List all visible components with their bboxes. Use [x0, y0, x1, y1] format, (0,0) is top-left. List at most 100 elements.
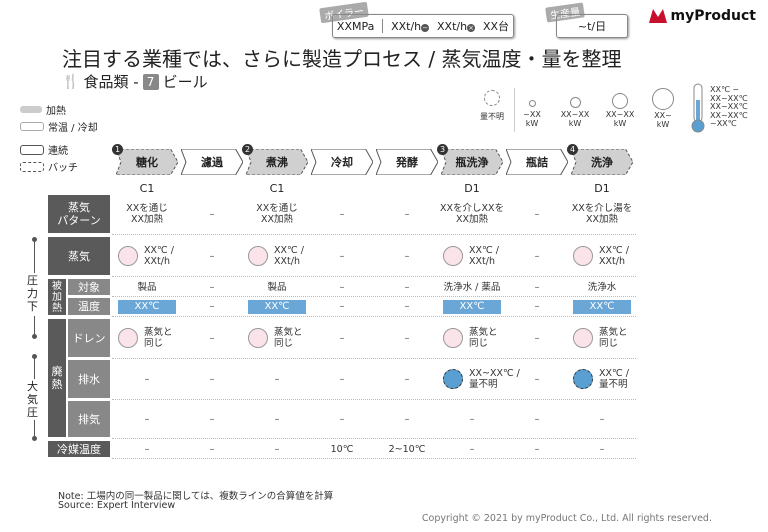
cell-vent: – [599, 413, 605, 425]
legend-normal: 常温 / 冷却 [20, 119, 98, 134]
process-code: D1 [594, 182, 610, 195]
boiler-info-box: XXMPa XXt/h− XXt/h× XX台 [332, 14, 514, 38]
cell-drain: – [339, 332, 345, 344]
legend-continuous: 連続 [20, 142, 98, 157]
cell-target: – [209, 281, 215, 293]
process-step-7: 洗浄 [571, 149, 633, 175]
row-head-steam: 蒸気 [48, 237, 110, 275]
cell-vent: – [339, 413, 345, 425]
cell-temp: XX℃ [441, 298, 503, 315]
step-number-badge: 2 [242, 144, 253, 155]
cell-target: 製品 [267, 281, 287, 293]
cell-coolant: – [274, 443, 280, 455]
note-text: Note: 工場内の同一製品に関しては、複数ラインの合算値を計算 [58, 491, 334, 502]
cell-temp: – [209, 301, 215, 312]
cell-steam: XX℃ / XXt/h [116, 237, 180, 275]
cell-exhaust: – [339, 373, 345, 385]
process-code: C1 [269, 182, 285, 195]
steam-circle-icon [443, 328, 463, 348]
cell-target: 洗浄水 / 薬品 [443, 281, 501, 293]
minus-circle-icon: − [421, 23, 430, 32]
boiler-flow2: XXt/h× [437, 19, 476, 33]
scale-size4: XX~ kW [648, 88, 678, 129]
legend-heat: 加熱 [20, 102, 98, 117]
page-subtitle: 🍴 食品類 - 7 ビール [62, 72, 208, 92]
scale-size1: ~XX kW [520, 100, 544, 128]
process-step-2: 煮沸 [246, 149, 308, 175]
steam-circle-icon [118, 328, 138, 348]
scale-size2: XX~XX kW [560, 97, 590, 128]
cell-vent: – [209, 413, 215, 425]
cell-target: 製品 [137, 281, 157, 293]
cell-coolant: 2~10℃ [388, 443, 426, 455]
cell-vent: – [469, 413, 475, 425]
process-label: 糖化 [136, 156, 158, 169]
cell-vent: – [144, 413, 150, 425]
fork-knife-icon: 🍴 [62, 74, 80, 90]
cell-drain: – [209, 332, 215, 344]
row-head-vent: 排気 [68, 401, 110, 437]
cell-coolant: – [469, 443, 475, 455]
boiler-units: XX台 [482, 20, 510, 33]
copyright-text: Copyright © 2021 by myProduct Co., Ltd. … [421, 513, 712, 524]
logo-icon [648, 9, 667, 23]
cell-target: 洗浄水 [587, 281, 617, 293]
logo-text: myProduct [670, 8, 756, 24]
cell-drain: 蒸気と 同じ [116, 319, 180, 357]
row-head-heated: 被 加 熱 [48, 279, 66, 315]
cell-drain: 蒸気と 同じ [246, 319, 310, 357]
cell-temp: XX℃ [116, 298, 178, 315]
row-head-target: 対象 [68, 279, 110, 295]
process-label: 瓶洗浄 [455, 156, 489, 169]
steam-circle-icon [118, 246, 138, 266]
label-atmospheric: 大 気 圧 [27, 380, 38, 419]
cell-temp: – [534, 301, 540, 312]
cell-vent: – [534, 413, 540, 425]
row-head-exhaust: 排水 [68, 360, 110, 398]
cell-steam: XX℃ / XXt/h [246, 237, 310, 275]
cell-pattern: XXを介し湯を XX加熱 [571, 203, 633, 225]
steam-circle-icon [248, 246, 268, 266]
boiler-pressure: XXMPa [336, 19, 375, 33]
process-step-1: 濾過 [181, 149, 243, 175]
process-label: 冷却 [331, 156, 353, 169]
cell-pattern: – [534, 208, 540, 220]
cell-exhaust: – [144, 373, 150, 385]
company-logo: myProduct [648, 8, 756, 24]
cell-temp: – [404, 301, 410, 312]
row-head-drain: ドレン [68, 319, 110, 357]
cell-steam: – [534, 250, 540, 262]
legend: 加熱 常温 / 冷却 連続 バッチ [20, 102, 98, 174]
cell-steam: XX℃ / XXt/h [571, 237, 635, 275]
step-number-badge: 1 [112, 144, 123, 155]
legend-batch: バッチ [20, 159, 98, 174]
cell-exhaust: XX℃ / 量不明 [571, 360, 635, 398]
cell-drain: – [404, 332, 410, 344]
row-head-coolant: 冷媒温度 [48, 441, 110, 457]
scale-unknown: 量不明 [472, 90, 512, 121]
cell-steam: – [339, 250, 345, 262]
subtitle-item: ビール [162, 73, 208, 91]
cell-target: – [339, 281, 345, 293]
process-step-6: 瓶詰 [506, 149, 568, 175]
times-circle-icon: × [467, 23, 476, 32]
cell-coolant: – [144, 443, 150, 455]
boiler-flow1: XXt/h− [391, 19, 430, 33]
production-value: ~t/日 [577, 20, 607, 33]
cell-coolant: – [599, 443, 605, 455]
cell-drain: 蒸気と 同じ [571, 319, 635, 357]
cell-pattern: – [404, 208, 410, 220]
cell-exhaust: – [209, 373, 215, 385]
cell-exhaust: – [534, 373, 540, 385]
cell-pattern: XXを通じ XX加熱 [256, 203, 298, 225]
cell-exhaust: – [274, 373, 280, 385]
cell-coolant: – [209, 443, 215, 455]
cell-vent: – [274, 413, 280, 425]
cell-exhaust: XX~XX℃ / 量不明 [441, 360, 520, 398]
steam-circle-icon [248, 328, 268, 348]
cell-temp: XX℃ [246, 298, 308, 315]
row-head-pattern: 蒸気 パターン [48, 195, 110, 233]
label-pressurized: 圧 力 下 [27, 274, 38, 313]
cell-pattern: XXを通じ XX加熱 [126, 203, 168, 225]
cell-pattern: – [209, 208, 215, 220]
